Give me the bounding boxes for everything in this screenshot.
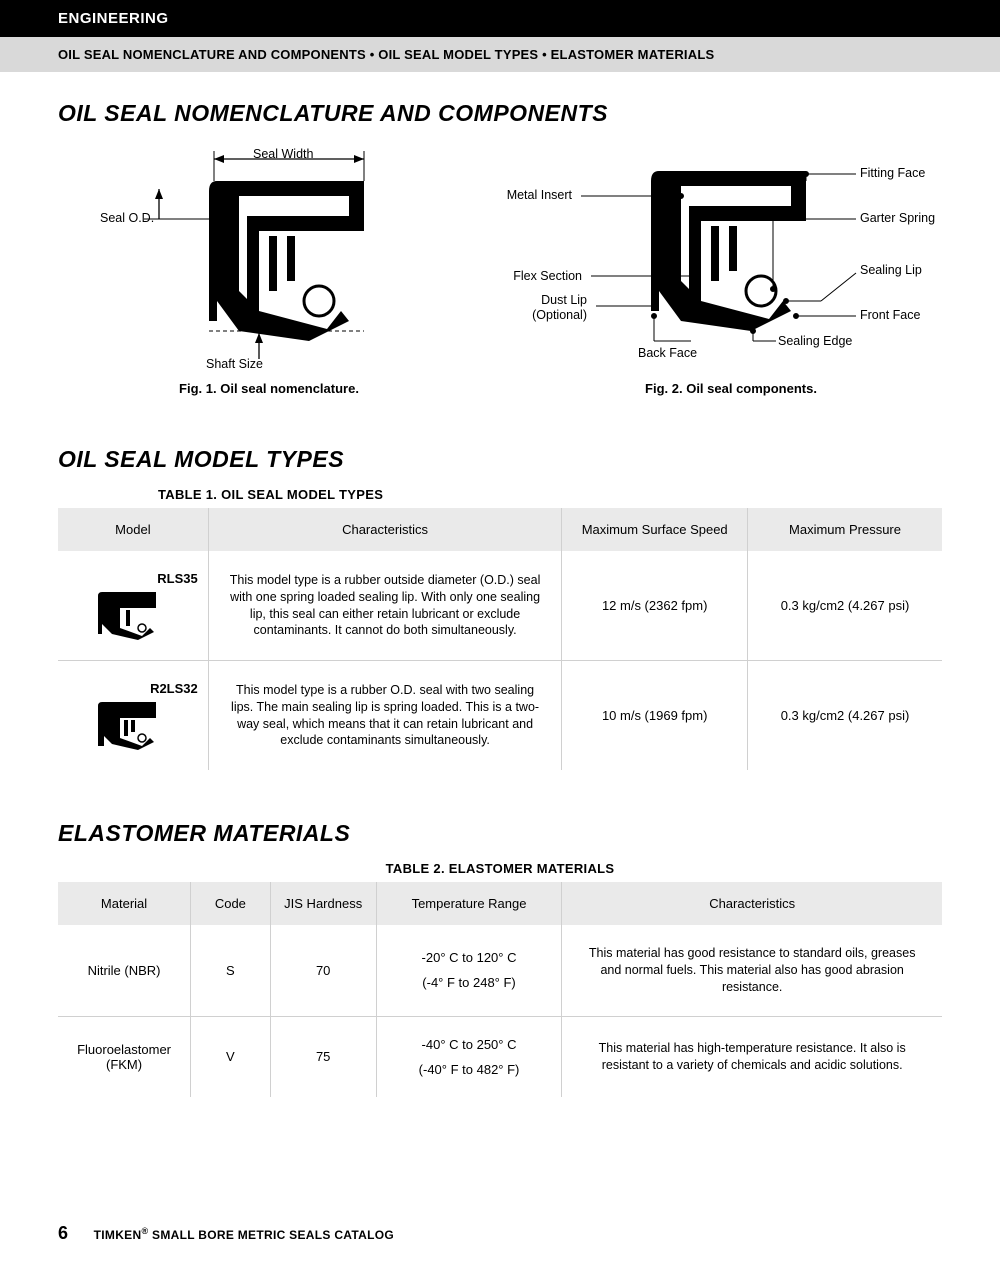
t1-col-3: Maximum Pressure — [748, 508, 943, 551]
t1-col-1: Characteristics — [208, 508, 562, 551]
seal-nomenclature-svg — [58, 141, 480, 371]
code: V — [191, 1016, 271, 1097]
label-back-face: Back Face — [638, 346, 697, 360]
page-number: 6 — [58, 1223, 68, 1243]
temp-f: (-40° F to 482° F) — [387, 1062, 552, 1077]
section2-title: OIL SEAL MODEL TYPES — [58, 446, 942, 473]
fig1-caption: Fig. 1. Oil seal nomenclature. — [179, 381, 359, 396]
t1-col-0: Model — [58, 508, 208, 551]
fig2-caption: Fig. 2. Oil seal components. — [645, 381, 817, 396]
diagram-1: Seal Width Seal O.D. Shaft Size — [58, 141, 480, 371]
table-model-types: Model Characteristics Maximum Surface Sp… — [58, 508, 942, 770]
temp-range: -40° C to 250° C (-40° F to 482° F) — [376, 1016, 562, 1097]
t2-col-4: Characteristics — [562, 882, 942, 925]
temp-f: (-4° F to 248° F) — [387, 975, 552, 990]
material: Fluoroelastomer (FKM) — [58, 1016, 191, 1097]
label-fitting-face: Fitting Face — [860, 166, 925, 180]
label-seal-od: Seal O.D. — [100, 211, 154, 225]
header-section: ENGINEERING — [0, 0, 1000, 37]
code: S — [191, 925, 271, 1016]
temp-c: -20° C to 120° C — [387, 950, 552, 965]
label-front-face: Front Face — [860, 308, 920, 322]
table-row: Nitrile (NBR) S 70 -20° C to 120° C (-4°… — [58, 925, 942, 1016]
label-metal-insert: Metal Insert — [507, 188, 572, 202]
temp-c: -40° C to 250° C — [387, 1037, 552, 1052]
figure-2: Fitting Face Garter Spring Sealing Lip F… — [520, 141, 942, 396]
label-sealing-edge: Sealing Edge — [778, 334, 852, 348]
label-dust-lip2: (Optional) — [532, 308, 587, 322]
section3-title: ELASTOMER MATERIALS — [58, 820, 942, 847]
speed: 12 m/s (2362 fpm) — [562, 551, 748, 661]
model-label: RLS35 — [68, 571, 198, 586]
figure-1: Seal Width Seal O.D. Shaft Size Fig. 1. … — [58, 141, 480, 396]
t2-col-2: JIS Hardness — [270, 882, 376, 925]
t2-col-1: Code — [191, 882, 271, 925]
hardness: 70 — [270, 925, 376, 1016]
seal-icon — [98, 700, 168, 750]
catalog-name: TIMKEN® SMALL BORE METRIC SEALS CATALOG — [94, 1228, 394, 1242]
label-flex-section: Flex Section — [513, 269, 582, 283]
figures-row: Seal Width Seal O.D. Shaft Size Fig. 1. … — [58, 141, 942, 396]
characteristics: This model type is a rubber O.D. seal wi… — [219, 682, 552, 750]
page-footer: 6 TIMKEN® SMALL BORE METRIC SEALS CATALO… — [58, 1223, 394, 1244]
speed: 10 m/s (1969 fpm) — [562, 661, 748, 771]
table-row: Fluoroelastomer (FKM) V 75 -40° C to 250… — [58, 1016, 942, 1097]
t2-col-3: Temperature Range — [376, 882, 562, 925]
label-shaft-size: Shaft Size — [206, 357, 263, 371]
characteristics: This model type is a rubber outside diam… — [219, 572, 552, 640]
characteristics: This material has good resistance to sta… — [572, 945, 932, 996]
table-row: RLS35 This model type is a rubber outsid… — [58, 551, 942, 661]
pressure: 0.3 kg/cm2 (4.267 psi) — [748, 551, 943, 661]
table1-title: TABLE 1. OIL SEAL MODEL TYPES — [58, 487, 942, 502]
header-breadcrumb: OIL SEAL NOMENCLATURE AND COMPONENTS • O… — [0, 37, 1000, 72]
section1-title: OIL SEAL NOMENCLATURE AND COMPONENTS — [58, 100, 942, 127]
page-body: OIL SEAL NOMENCLATURE AND COMPONENTS — [0, 72, 1000, 1097]
characteristics: This material has high-temperature resis… — [572, 1040, 932, 1074]
label-seal-width: Seal Width — [253, 147, 313, 161]
seal-icon — [98, 590, 168, 640]
hardness: 75 — [270, 1016, 376, 1097]
material: Nitrile (NBR) — [58, 925, 191, 1016]
temp-range: -20° C to 120° C (-4° F to 248° F) — [376, 925, 562, 1016]
label-dust-lip1: Dust Lip — [541, 293, 587, 307]
t2-col-0: Material — [58, 882, 191, 925]
table-elastomer: Material Code JIS Hardness Temperature R… — [58, 882, 942, 1097]
label-garter-spring: Garter Spring — [860, 211, 935, 225]
t1-col-2: Maximum Surface Speed — [562, 508, 748, 551]
table-row: R2LS32 This model type is a rubber O.D. … — [58, 661, 942, 771]
label-sealing-lip: Sealing Lip — [860, 263, 922, 277]
pressure: 0.3 kg/cm2 (4.267 psi) — [748, 661, 943, 771]
model-label: R2LS32 — [68, 681, 198, 696]
diagram-2: Fitting Face Garter Spring Sealing Lip F… — [520, 141, 942, 371]
table2-title: TABLE 2. ELASTOMER MATERIALS — [58, 861, 942, 876]
